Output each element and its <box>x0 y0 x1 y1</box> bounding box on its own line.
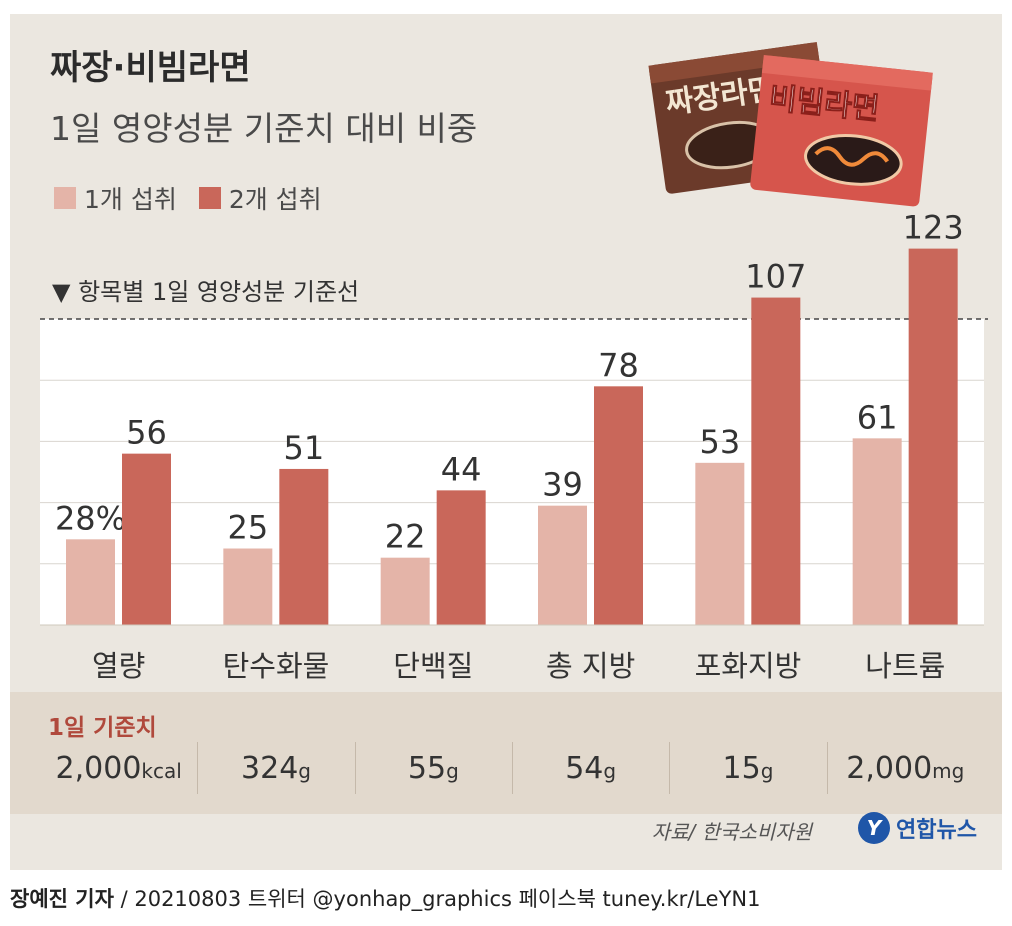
daily-standard-number: 54 <box>565 751 604 786</box>
daily-standard-divider <box>826 742 828 794</box>
data-label: 107 <box>745 258 806 296</box>
bar <box>436 490 486 625</box>
daily-standard-title: 1일 기준치 <box>48 715 157 741</box>
bar <box>695 462 745 625</box>
daily-standard-band: 1일 기준치 2,000kcal 324g 55g 54g 15g 2,000mg <box>10 692 1002 814</box>
bar <box>852 438 902 625</box>
daily-standard-divider <box>354 742 356 794</box>
daily-standard-divider <box>512 742 513 794</box>
legend-swatch-single <box>54 187 76 209</box>
daily-standard-value: 2,000kcal <box>44 742 194 796</box>
data-label: 53 <box>699 423 740 461</box>
source-note: 자료/ 한국소비자원 <box>651 820 812 844</box>
bar <box>279 468 329 625</box>
bar <box>751 297 801 625</box>
legend-swatch-double <box>198 187 221 209</box>
category-label: 나트륨 <box>865 649 945 683</box>
category-label: 단백질 <box>393 649 473 683</box>
bibim-package-seal <box>761 54 933 91</box>
credit-author: 장예진 기자 <box>10 887 114 911</box>
legend-item-single: 1개 섭취 <box>54 180 177 216</box>
bar <box>538 505 587 625</box>
reference-line-label: ▼ 항목별 1일 영양성분 기준선 <box>52 278 360 306</box>
daily-standard-value: 324g <box>201 742 351 796</box>
daily-standard-number: 55 <box>407 751 447 786</box>
daily-standard-unit: kcal <box>141 759 182 783</box>
data-label: 61 <box>857 398 898 436</box>
category-label: 탄수화물 <box>223 649 330 683</box>
credit-line: 장예진 기자 / 20210803 트위터 @yonhap_graphics 페… <box>10 883 760 913</box>
daily-standard-value: 2,000mg <box>830 742 980 796</box>
daily-standard-unit: g <box>603 759 617 783</box>
legend: 1개 섭취 2개 섭취 <box>54 180 336 216</box>
daily-standard-divider <box>669 742 671 794</box>
legend-label-single: 1개 섭취 <box>84 185 177 214</box>
data-label: 123 <box>903 209 964 247</box>
daily-standard-divider <box>197 742 199 794</box>
plot-background <box>40 319 984 625</box>
data-label: 56 <box>126 414 167 452</box>
bar <box>594 386 643 625</box>
yonhap-logo-icon: Y <box>858 812 890 844</box>
data-label: 25 <box>227 509 268 547</box>
daily-standard-unit: g <box>760 759 774 783</box>
bibim-package: 비빔라면 <box>750 54 933 207</box>
data-label: 39 <box>542 466 583 504</box>
chart-subtitle: 1일 영양성분 기준치 대비 비중 <box>50 109 478 148</box>
bar <box>66 539 115 625</box>
daily-standard-number: 2,000 <box>846 751 933 786</box>
category-label: 포화지방 <box>695 649 802 683</box>
daily-standard-value: 15g <box>673 742 823 796</box>
yonhap-logo: Y 연합뉴스 <box>858 812 977 844</box>
yonhap-logo-text: 연합뉴스 <box>896 818 977 843</box>
daily-standard-number: 2,000 <box>55 751 142 786</box>
daily-standard-value: 55g <box>358 742 508 796</box>
data-label: 28% <box>55 499 126 537</box>
bar <box>122 453 171 625</box>
daily-standard-unit: g <box>298 759 311 783</box>
daily-standard-unit: mg <box>932 759 965 783</box>
daily-standard-value: 54g <box>516 742 666 796</box>
credit-details: / 20210803 트위터 @yonhap_graphics 페이스북 tun… <box>113 887 761 911</box>
data-label: 78 <box>598 346 639 384</box>
daily-standard-number: 15 <box>722 751 761 786</box>
daily-standard-unit: g <box>446 759 459 783</box>
ramen-packages-illustration: 짜장라면 비빔라면 <box>648 42 933 207</box>
legend-label-double: 2개 섭취 <box>228 185 322 214</box>
data-label: 22 <box>385 518 426 556</box>
bar <box>380 557 430 625</box>
category-label: 총 지방 <box>546 649 635 683</box>
bar <box>223 548 273 625</box>
bar <box>908 248 958 625</box>
legend-item-double: 2개 섭취 <box>198 180 322 216</box>
data-label: 44 <box>441 450 482 488</box>
jjajang-package-seal <box>648 42 820 84</box>
chart-title: 짜장·비빔라면 <box>50 48 251 88</box>
data-label: 51 <box>283 429 324 467</box>
daily-standard-number: 324 <box>241 751 299 786</box>
category-label: 열량 <box>92 649 145 683</box>
bibim-noodles-icon <box>814 146 890 167</box>
